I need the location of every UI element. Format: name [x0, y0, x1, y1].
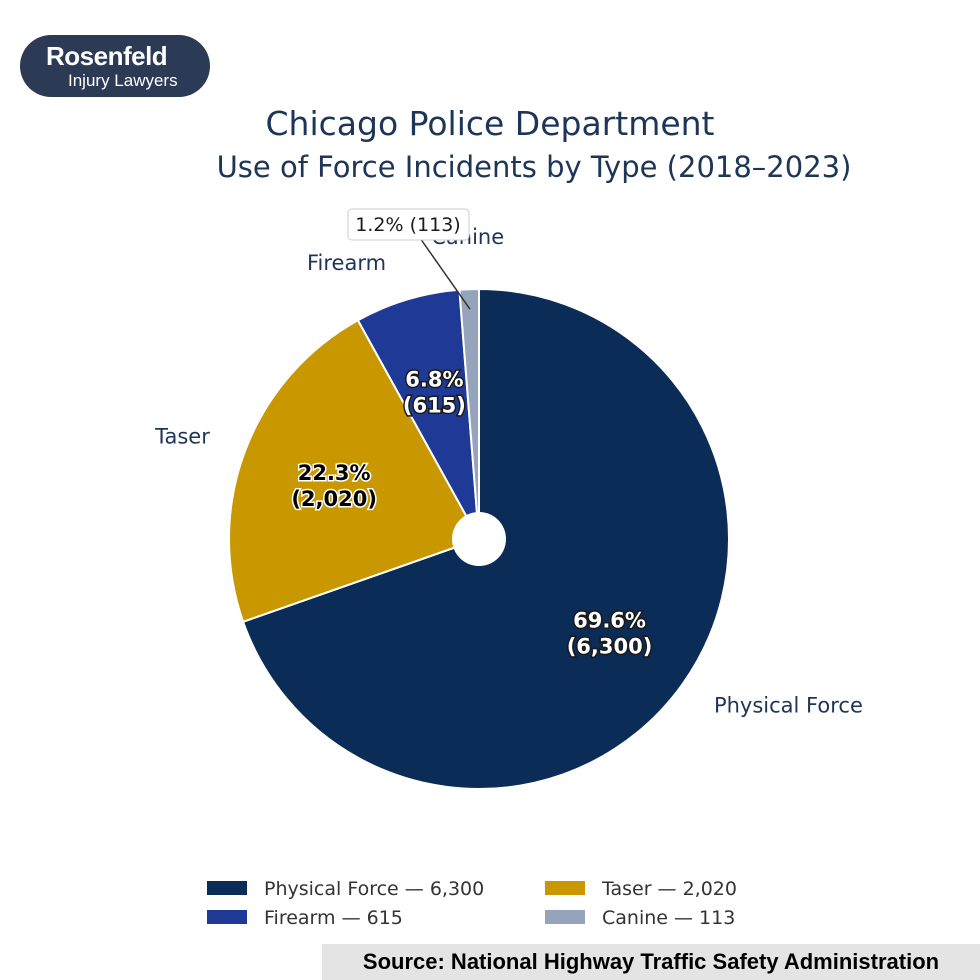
- legend-swatch-physical-force: [207, 881, 247, 895]
- value-pct-taser: 22.3%: [298, 461, 371, 485]
- value-count-firearm: (615): [403, 394, 466, 418]
- value-pct-firearm: 6.8%: [405, 368, 463, 392]
- value-count-taser: (2,020): [291, 487, 377, 511]
- slice-taser: [228, 318, 481, 624]
- rosenfeld-logo: Rosenfeld Injury Lawyers: [20, 35, 210, 97]
- legend-swatch-canine: [545, 910, 585, 924]
- chart-subtitle: Use of Force Incidents by Type (2018–202…: [216, 150, 852, 184]
- legend-swatch-firearm: [207, 910, 247, 924]
- chart-title: Chicago Police Department: [265, 104, 715, 143]
- legend-label-firearm: Firearm — 615: [264, 907, 403, 929]
- callout-label-canine: 1.2% (113): [355, 214, 460, 236]
- slice-canine: [458, 287, 480, 540]
- center-hole: [452, 512, 506, 566]
- logo-name: Rosenfeld: [46, 41, 168, 71]
- legend-label-canine: Canine — 113: [602, 907, 735, 929]
- value-count-physical-force: (6,300): [567, 635, 653, 659]
- label-firearm: Firearm: [307, 251, 386, 275]
- callout-box-canine: [347, 208, 470, 241]
- callout-line-canine: [419, 237, 471, 310]
- legend-label-physical-force: Physical Force — 6,300: [264, 878, 484, 900]
- label-taser: Taser: [154, 424, 210, 448]
- legend-label-taser: Taser — 2,020: [601, 878, 737, 900]
- logo-tagline: Injury Lawyers: [68, 71, 178, 90]
- legend-swatch-taser: [545, 881, 585, 895]
- source-note: Source: National Highway Traffic Safety …: [322, 944, 980, 980]
- label-physical-force: Physical Force: [714, 694, 863, 718]
- value-pct-physical-force: 69.6%: [573, 609, 646, 633]
